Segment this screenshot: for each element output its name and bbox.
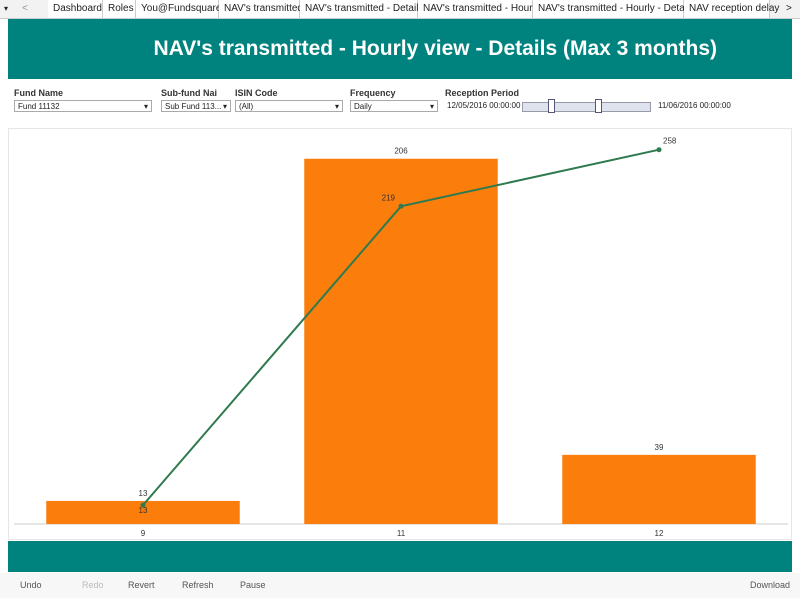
tab[interactable]: NAV's transmitted - Details	[300, 0, 423, 18]
period-slider[interactable]	[522, 102, 651, 112]
bar	[562, 454, 756, 524]
filter-label: Fund Name	[14, 88, 64, 98]
filter-dropdown[interactable]: Daily	[350, 100, 438, 113]
tab[interactable]: You@Fundsquare	[136, 0, 221, 18]
bar	[304, 158, 498, 524]
line-value-label: 13	[139, 506, 148, 515]
filter-dropdown[interactable]: (All)	[235, 100, 343, 113]
x-tick-label: 11	[397, 529, 406, 538]
line-value-label: 219	[382, 193, 396, 202]
tab[interactable]: NAV's transmitted - Hourly - Details	[533, 0, 694, 18]
line-value-label: 258	[663, 137, 677, 146]
filter-dropdown[interactable]: Sub Fund 113...	[161, 100, 231, 113]
footer-bar	[8, 541, 792, 572]
tab-prev[interactable]: <	[22, 3, 28, 14]
filter-dropdown[interactable]: Fund 11132	[14, 100, 152, 113]
tab[interactable]: Roles	[103, 0, 136, 18]
bar	[46, 500, 240, 524]
tab[interactable]: Dashboard	[48, 0, 103, 18]
tab-bar: ▾ < > Dashboard Roles You@Fundsquare NAV's …	[0, 0, 800, 19]
line-point	[140, 502, 146, 508]
toolbar-button[interactable]: Undo	[20, 580, 42, 590]
x-tick-label: 9	[141, 529, 146, 538]
chart-area: 9 11 12 13 206 39 13 219 258	[8, 128, 792, 540]
toolbar-button[interactable]: Refresh	[182, 580, 214, 590]
tab-next[interactable]: >	[786, 3, 792, 14]
bar-value-label: 206	[394, 147, 408, 156]
toolbar: Undo Redo Revert Refresh Pause Download	[0, 573, 800, 598]
bar-value-label: 39	[655, 443, 664, 452]
period-start: 12/05/2016 00:00:00	[447, 101, 521, 110]
toolbar-button[interactable]: Pause	[240, 580, 266, 590]
line-point	[656, 147, 662, 153]
toolbar-button[interactable]: Download	[750, 580, 791, 590]
dashboard-title: NAV's transmitted - Hourly view - Detail…	[8, 19, 792, 79]
filter-label: Frequency	[350, 88, 396, 98]
period-end: 11/06/2016 00:00:00	[658, 101, 731, 110]
filter-label: ISIN Code	[235, 88, 278, 98]
toolbar-button[interactable]: Redo	[82, 580, 104, 590]
filter-label: Reception Period	[445, 88, 520, 98]
line-point	[398, 203, 404, 209]
tab[interactable]: NAV's transmitted	[219, 0, 303, 18]
tab-menu[interactable]: ▾	[4, 4, 9, 13]
x-tick-label: 12	[655, 529, 664, 538]
slider-handle[interactable]	[548, 99, 555, 113]
tab[interactable]: NAV's transmitted - Hourly	[418, 0, 540, 18]
chart: 9 11 12 13 206 39 13 219 258	[14, 137, 788, 538]
bar-value-label: 13	[139, 489, 148, 498]
toolbar-button[interactable]: Revert	[128, 580, 155, 590]
filter-label: Sub-fund Nai	[161, 88, 217, 98]
tab[interactable]: NAV reception delay	[684, 0, 779, 18]
slider-handle[interactable]	[595, 99, 602, 113]
